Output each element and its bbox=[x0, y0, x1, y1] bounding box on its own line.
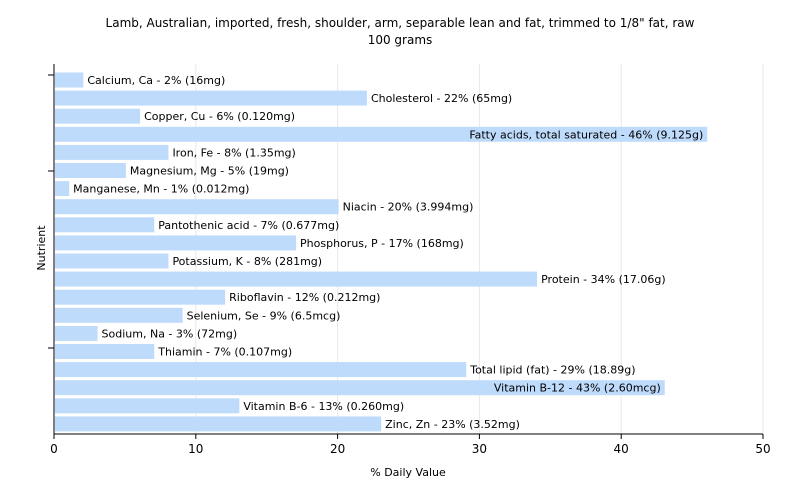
x-tick-label: 50 bbox=[755, 442, 770, 456]
bar bbox=[55, 144, 169, 160]
bars bbox=[55, 72, 708, 432]
x-tick-label: 0 bbox=[50, 442, 58, 456]
bar-label: Fatty acids, total saturated - 46% (9.12… bbox=[469, 128, 703, 141]
bar-label: Zinc, Zn - 23% (3.52mg) bbox=[385, 418, 520, 431]
bar bbox=[55, 398, 240, 414]
x-tick-label: 30 bbox=[472, 442, 487, 456]
bar bbox=[55, 181, 70, 197]
bar-label: Cholesterol - 22% (65mg) bbox=[371, 92, 512, 105]
bar-label: Magnesium, Mg - 5% (19mg) bbox=[130, 165, 289, 178]
bar-label: Potassium, K - 8% (281mg) bbox=[172, 255, 322, 268]
bar bbox=[55, 108, 141, 124]
x-axis-title: % Daily Value bbox=[370, 466, 446, 479]
bar bbox=[55, 199, 339, 215]
bar bbox=[55, 380, 665, 396]
bar bbox=[55, 271, 538, 287]
bar-label: Vitamin B-12 - 43% (2.60mcg) bbox=[494, 382, 661, 395]
bar-label: Phosphorus, P - 17% (168mg) bbox=[300, 237, 464, 250]
bar bbox=[55, 362, 467, 378]
bar bbox=[55, 307, 183, 323]
bar-label: Copper, Cu - 6% (0.120mg) bbox=[144, 110, 295, 123]
bar-label: Selenium, Se - 9% (6.5mcg) bbox=[187, 309, 341, 322]
chart-title: Lamb, Australian, imported, fresh, shoul… bbox=[106, 16, 695, 47]
bar bbox=[55, 72, 84, 88]
bar bbox=[55, 344, 155, 359]
bar bbox=[55, 325, 98, 341]
x-tick-label: 40 bbox=[614, 442, 629, 456]
bar bbox=[55, 235, 297, 251]
chart-title-text: Lamb, Australian, imported, fresh, shoul… bbox=[106, 16, 695, 30]
x-tick-label: 10 bbox=[188, 442, 203, 456]
bar bbox=[55, 217, 155, 233]
bar-label: Calcium, Ca - 2% (16mg) bbox=[87, 74, 225, 87]
bar-label: Niacin - 20% (3.994mg) bbox=[343, 201, 474, 214]
bar-label: Total lipid (fat) - 29% (18.89g) bbox=[469, 364, 635, 377]
bar-label: Protein - 34% (17.06g) bbox=[541, 273, 666, 286]
bar bbox=[55, 416, 382, 432]
bar-label: Riboflavin - 12% (0.212mg) bbox=[229, 291, 380, 304]
bar-label: Sodium, Na - 3% (72mg) bbox=[102, 327, 238, 340]
x-tick-labels: 0 10 20 30 40 50 bbox=[50, 442, 770, 456]
y-axis-title: Nutrient bbox=[35, 225, 48, 271]
bar bbox=[55, 289, 226, 305]
bar bbox=[55, 253, 169, 269]
bar bbox=[55, 90, 367, 106]
bar-labels: Calcium, Ca - 2% (16mg) Cholesterol - 22%… bbox=[73, 74, 703, 431]
bar bbox=[55, 126, 708, 142]
chart-subtitle-text: 100 grams bbox=[368, 33, 433, 47]
bar-label: Vitamin B-6 - 13% (0.260mg) bbox=[243, 400, 404, 413]
bar bbox=[55, 163, 126, 178]
bar-label: Thiamin - 7% (0.107mg) bbox=[157, 346, 292, 359]
bar-label: Iron, Fe - 8% (1.35mg) bbox=[172, 146, 295, 159]
x-tick-label: 20 bbox=[330, 442, 345, 456]
bar-label: Manganese, Mn - 1% (0.012mg) bbox=[73, 183, 249, 196]
axes bbox=[48, 64, 764, 439]
bar-label: Pantothenic acid - 7% (0.677mg) bbox=[158, 219, 339, 232]
